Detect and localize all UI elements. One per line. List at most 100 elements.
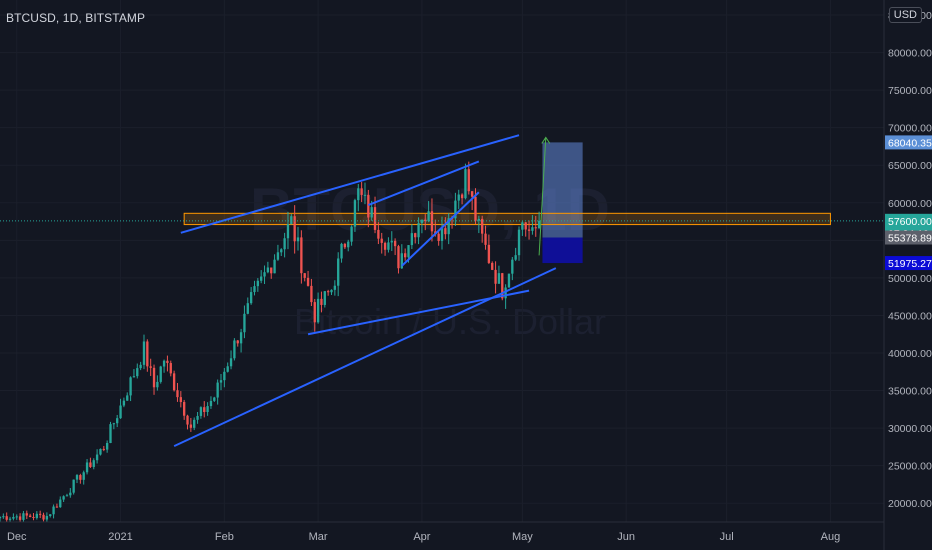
candle[interactable] (343, 243, 347, 248)
candle[interactable] (347, 241, 350, 248)
candle[interactable] (162, 360, 166, 367)
candle[interactable] (42, 514, 45, 520)
candle[interactable] (229, 358, 233, 367)
candle[interactable] (487, 244, 491, 263)
candle[interactable] (260, 276, 263, 281)
candle[interactable] (424, 219, 427, 222)
candle[interactable] (5, 516, 8, 520)
candle[interactable] (296, 237, 300, 242)
candle[interactable] (85, 462, 89, 473)
candle[interactable] (320, 298, 323, 305)
candle[interactable] (102, 448, 105, 450)
candle[interactable] (400, 253, 403, 269)
candle[interactable] (283, 238, 286, 250)
candle[interactable] (420, 219, 424, 224)
candle[interactable] (497, 273, 501, 284)
candle[interactable] (390, 240, 393, 243)
candle[interactable] (156, 381, 159, 388)
candle[interactable] (223, 371, 226, 381)
candle[interactable] (350, 226, 353, 242)
candle[interactable] (112, 423, 116, 425)
candle[interactable] (437, 233, 440, 241)
candle[interactable] (25, 513, 28, 516)
candle[interactable] (139, 364, 142, 369)
candle[interactable] (233, 340, 236, 359)
candle[interactable] (236, 340, 239, 344)
candle[interactable] (504, 287, 507, 299)
candle[interactable] (35, 513, 39, 518)
candle[interactable] (357, 188, 360, 201)
candle[interactable] (263, 272, 266, 277)
candle[interactable] (239, 332, 243, 344)
candle[interactable] (243, 313, 246, 333)
candle[interactable] (286, 224, 290, 239)
candle[interactable] (166, 360, 169, 364)
candle[interactable] (367, 194, 370, 218)
candle[interactable] (52, 506, 55, 515)
candle[interactable] (377, 229, 380, 239)
candle[interactable] (527, 229, 531, 231)
candle[interactable] (216, 382, 219, 398)
candle[interactable] (494, 269, 497, 284)
candle[interactable] (417, 223, 420, 238)
candle[interactable] (132, 376, 136, 378)
candle[interactable] (149, 366, 152, 368)
candle[interactable] (22, 513, 25, 520)
candle[interactable] (353, 200, 357, 227)
trendline[interactable] (180, 134, 520, 234)
candle[interactable] (310, 285, 313, 303)
candle[interactable] (119, 405, 122, 419)
candle[interactable] (116, 418, 119, 424)
candle[interactable] (2, 516, 5, 518)
candle[interactable] (407, 245, 410, 258)
candle[interactable] (69, 492, 72, 496)
candle[interactable] (403, 253, 407, 258)
candle[interactable] (373, 207, 377, 230)
candle[interactable] (206, 406, 209, 413)
candle[interactable] (370, 207, 373, 218)
candle[interactable] (333, 285, 337, 290)
trendline[interactable] (367, 160, 480, 206)
candle[interactable] (142, 341, 146, 365)
candle[interactable] (32, 516, 35, 518)
candle[interactable] (454, 200, 457, 219)
candles[interactable] (0, 161, 541, 524)
candle[interactable] (62, 496, 65, 500)
candle[interactable] (337, 258, 340, 286)
candle[interactable] (75, 475, 79, 480)
candle[interactable] (8, 518, 12, 520)
candle[interactable] (28, 515, 32, 517)
candle[interactable] (189, 424, 193, 428)
candle[interactable] (313, 302, 316, 323)
candle[interactable] (481, 218, 484, 234)
candle[interactable] (219, 380, 223, 383)
currency-button[interactable]: USD (888, 7, 922, 23)
candle[interactable] (430, 211, 434, 232)
candle[interactable] (159, 366, 162, 382)
symbol-title[interactable]: BTCUSD, 1D, BITSTAMP (6, 11, 146, 25)
candle[interactable] (273, 259, 276, 274)
candle[interactable] (12, 516, 15, 519)
candle[interactable] (517, 229, 521, 256)
candle[interactable] (507, 273, 511, 288)
candle[interactable] (249, 292, 253, 304)
candle[interactable] (79, 475, 82, 480)
candle[interactable] (65, 495, 69, 497)
candle[interactable] (303, 273, 306, 278)
candle[interactable] (531, 227, 534, 231)
candle[interactable] (169, 363, 172, 374)
candle[interactable] (440, 228, 444, 241)
candle[interactable] (253, 286, 256, 293)
candle[interactable] (182, 402, 186, 416)
candle[interactable] (316, 298, 320, 323)
candle[interactable] (414, 233, 417, 238)
candle[interactable] (306, 277, 310, 286)
candle[interactable] (266, 267, 270, 273)
candle[interactable] (15, 516, 18, 518)
candle[interactable] (474, 196, 477, 221)
drawings[interactable] (0, 134, 884, 448)
candle[interactable] (122, 400, 126, 406)
candle[interactable] (380, 238, 383, 243)
candle[interactable] (126, 395, 129, 401)
candle[interactable] (203, 407, 206, 413)
